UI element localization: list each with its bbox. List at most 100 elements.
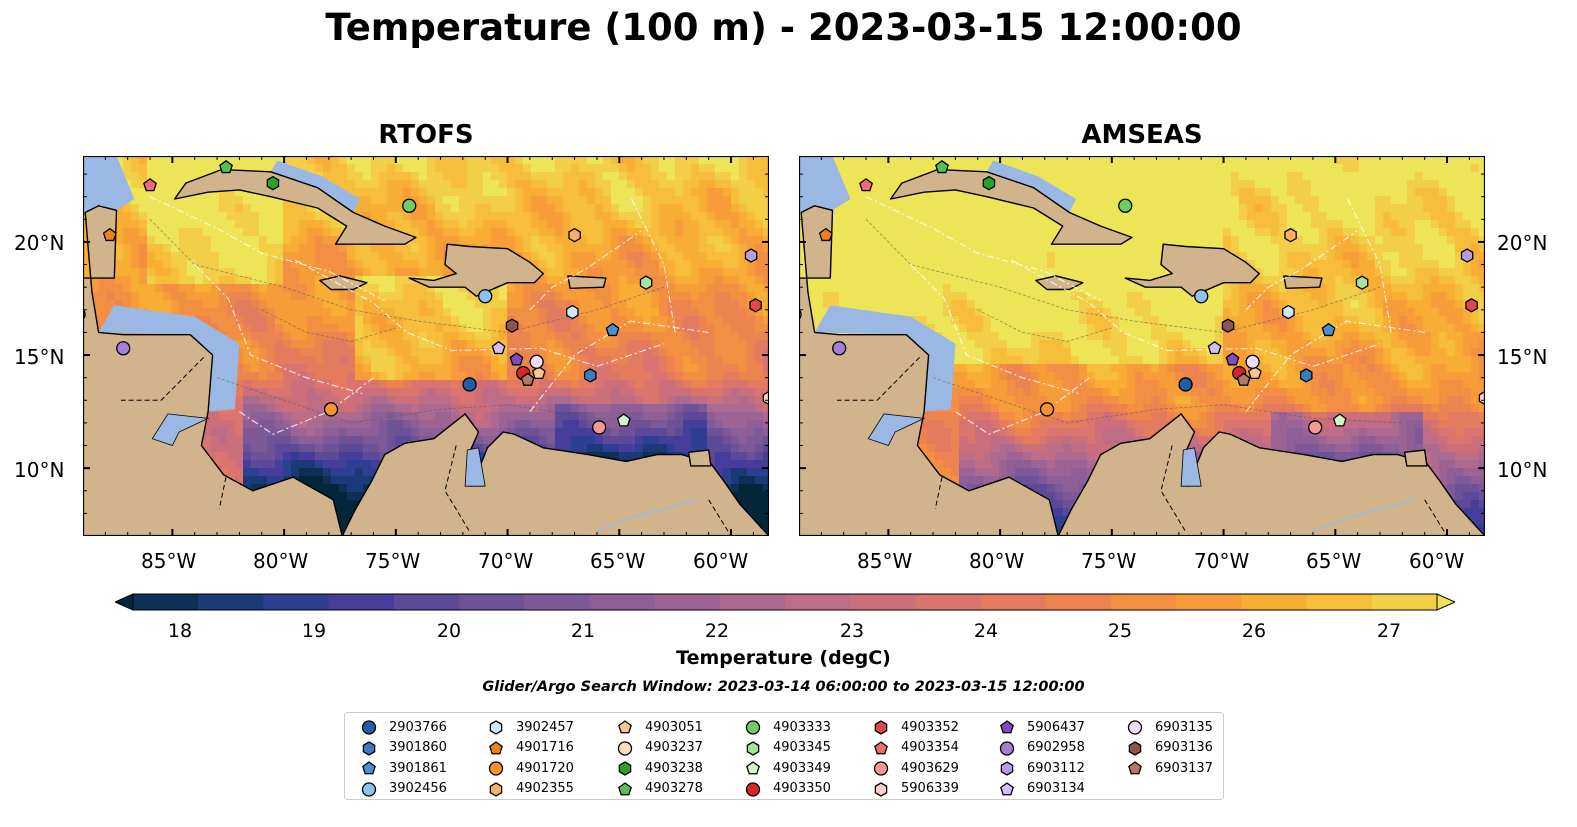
colorbar-segment — [393, 594, 460, 610]
main-title: Temperature (100 m) - 2023-03-15 12:00:0… — [325, 6, 1242, 49]
land-masses — [83, 168, 769, 536]
float-marker-4903278[interactable] — [219, 160, 233, 174]
map-panel-amseas[interactable] — [799, 156, 1485, 536]
panel-title-amseas: AMSEAS — [1081, 120, 1203, 150]
land-hispaniola — [408, 243, 544, 297]
float-marker-4903051[interactable] — [1247, 365, 1262, 380]
legend-item-3901860: 3901860 — [361, 738, 447, 758]
colorbar — [115, 593, 1455, 611]
colorbar-segment — [915, 594, 981, 610]
float-marker-4903352[interactable] — [1465, 298, 1478, 313]
float-marker-4903278[interactable] — [935, 160, 949, 174]
float-marker-5906437[interactable] — [1225, 352, 1240, 366]
float-marker-4903352[interactable] — [749, 298, 762, 313]
lake-1 — [1180, 447, 1202, 487]
float-marker-4903354[interactable] — [859, 178, 873, 192]
float-marker-3901860[interactable] — [1299, 368, 1313, 383]
float-marker-4903349[interactable] — [1332, 413, 1347, 427]
land-hispaniola — [1124, 243, 1260, 297]
hexagon-marker-icon — [362, 740, 376, 756]
legend-item-4902355: 4902355 — [488, 779, 574, 799]
float-marker-6903136[interactable] — [505, 318, 519, 333]
float-marker-6903134[interactable] — [1207, 340, 1222, 355]
lon-label-left-60: 60°W — [693, 549, 749, 573]
pentagon-marker-icon — [618, 781, 632, 795]
hexagon-marker-icon — [874, 720, 888, 735]
float-legend: 2903766 3901860 3901861 3902456 3902457 49017… — [344, 712, 1224, 800]
float-marker-6903137[interactable] — [520, 372, 535, 386]
float-marker-6903134[interactable] — [491, 340, 506, 355]
float-marker-3902457[interactable] — [566, 304, 579, 320]
float-marker-2903766[interactable] — [462, 377, 477, 392]
float-marker-4903629[interactable] — [592, 420, 607, 435]
float-marker-4901720[interactable] — [323, 402, 339, 417]
land-jamaica — [1035, 275, 1084, 291]
lake-1 — [464, 447, 486, 487]
float-marker-6903137[interactable] — [1236, 372, 1251, 386]
float-marker-4903345[interactable] — [1355, 275, 1369, 290]
float-marker-4903051[interactable] — [531, 365, 546, 380]
float-marker-5906339[interactable] — [1478, 390, 1485, 406]
float-marker-4902355[interactable] — [568, 227, 581, 243]
float-marker-6903112[interactable] — [744, 248, 758, 263]
legend-label: 6903137 — [1155, 760, 1213, 776]
legend-item-6903112: 6903112 — [999, 758, 1085, 778]
lat-label-right-15: 15°N — [1497, 345, 1548, 369]
float-marker-6902958[interactable] — [832, 341, 847, 356]
float-marker-4901716[interactable] — [818, 227, 833, 242]
legend-label: 4903629 — [901, 760, 959, 776]
circle-marker-icon — [1127, 720, 1143, 735]
float-marker-3902457[interactable] — [1282, 304, 1295, 320]
land-borders — [120, 356, 732, 536]
float-marker-3901861[interactable] — [605, 322, 620, 337]
float-marker-6903135[interactable] — [529, 354, 544, 369]
colorbar-tick-22: 22 — [704, 620, 730, 642]
map-panel-rtofs[interactable] — [83, 156, 769, 536]
float-marker-4903349[interactable] — [616, 413, 631, 427]
float-marker-4903345[interactable] — [639, 275, 653, 290]
legend-label: 3901860 — [389, 740, 447, 755]
float-marker-4903354[interactable] — [143, 178, 157, 192]
float-marker-3901860[interactable] — [583, 368, 597, 383]
lon-label-right-75: 75°W — [1081, 549, 1137, 573]
pentagon-marker-icon — [746, 761, 760, 775]
float-marker-6903136[interactable] — [1221, 318, 1235, 333]
float-marker-4903333[interactable] — [402, 198, 417, 213]
land-cuba — [173, 168, 417, 245]
legend-label: 6902958 — [1027, 740, 1085, 755]
legend-label: 4903333 — [773, 719, 831, 735]
lon-label-right-60: 60°W — [1409, 549, 1465, 573]
float-marker-4903629[interactable] — [1308, 420, 1323, 435]
float-marker-6902958[interactable] — [116, 341, 131, 356]
pentagon-marker-icon — [1000, 781, 1014, 795]
legend-item-4903237: 4903237 — [617, 738, 703, 758]
float-marker-3901861[interactable] — [1321, 322, 1336, 337]
float-marker-4902355[interactable] — [1284, 227, 1297, 243]
float-marker-4901720[interactable] — [1039, 402, 1055, 417]
float-marker-4903333[interactable] — [1118, 198, 1133, 213]
lon-label-left-65: 65°W — [590, 549, 646, 573]
legend-label: 5906437 — [1027, 719, 1085, 735]
float-marker-3902456[interactable] — [478, 289, 493, 304]
lat-label-left-20: 20°N — [14, 231, 65, 255]
float-marker-5906437[interactable] — [509, 352, 524, 366]
colorbar-tick-18: 18 — [167, 620, 193, 642]
float-marker-2903766[interactable] — [1178, 377, 1193, 392]
float-marker-6903135[interactable] — [1245, 354, 1260, 369]
legend-item-4903238: 4903238 — [617, 758, 703, 778]
colorbar-tick-21: 21 — [570, 620, 596, 642]
hexagon-marker-icon — [1128, 740, 1142, 756]
float-marker-4903238[interactable] — [982, 175, 996, 191]
circle-marker-icon — [745, 720, 761, 735]
eez-boundaries — [865, 196, 1425, 435]
land-puerto-rico — [1283, 275, 1323, 289]
float-marker-4901716[interactable] — [102, 227, 117, 242]
colorbar-tick-23: 23 — [839, 620, 865, 642]
float-marker-4903238[interactable] — [266, 175, 280, 191]
legend-item-4901720: 4901720 — [488, 758, 574, 778]
depth-contours — [865, 219, 1403, 424]
float-marker-6903112[interactable] — [1460, 248, 1474, 263]
float-marker-3902456[interactable] — [1194, 289, 1209, 304]
float-marker-5906339[interactable] — [762, 390, 769, 406]
legend-item-4903345: 4903345 — [745, 738, 831, 758]
